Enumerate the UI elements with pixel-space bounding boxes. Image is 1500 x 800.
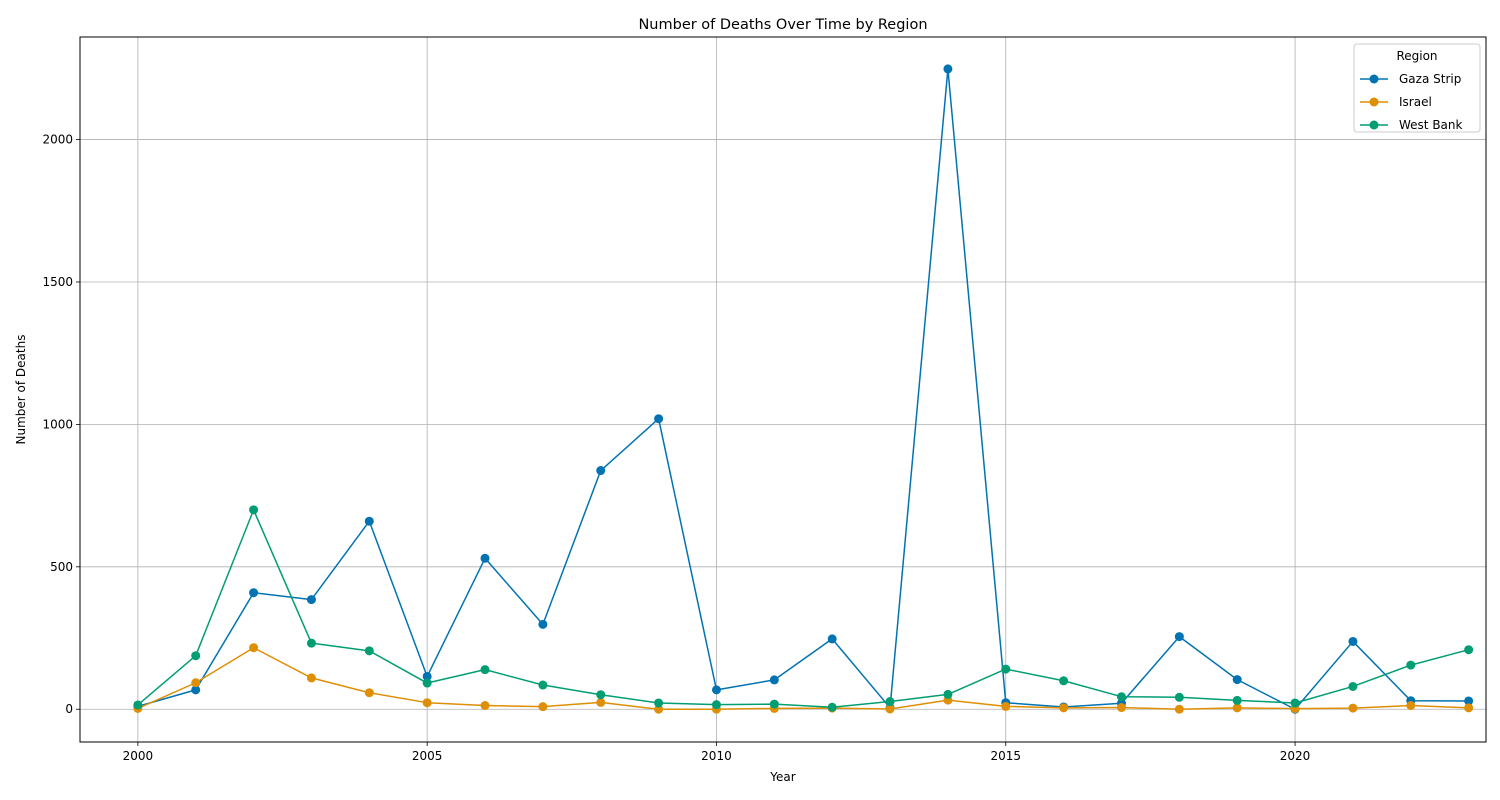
data-point-gaza-strip	[711, 685, 721, 695]
series-line-gaza-strip	[137, 68, 1469, 710]
data-point-west-bank	[1001, 664, 1011, 674]
data-point-israel	[1348, 703, 1358, 713]
data-point-gaza-strip	[827, 634, 837, 644]
data-point-west-bank	[538, 680, 548, 690]
data-point-west-bank	[1464, 645, 1474, 655]
y-tick-label: 1500	[42, 275, 73, 289]
legend-marker-west-bank	[1369, 120, 1379, 130]
data-point-west-bank	[1290, 698, 1300, 708]
data-point-gaza-strip	[769, 675, 779, 685]
series-layer	[133, 64, 1474, 714]
data-point-israel	[1059, 703, 1069, 713]
data-point-gaza-strip	[191, 685, 201, 695]
data-point-gaza-strip	[654, 414, 664, 424]
data-point-west-bank	[769, 699, 779, 709]
data-point-west-bank	[1116, 692, 1126, 702]
data-point-gaza-strip	[249, 588, 259, 598]
x-axis-title: Year	[769, 770, 795, 784]
data-point-israel	[1232, 703, 1242, 713]
series-line-west-bank	[137, 509, 1469, 708]
legend-label-israel: Israel	[1399, 95, 1432, 109]
data-point-west-bank	[943, 689, 953, 699]
axis-ticks: 2000 2005 2010 2015 2020 0 500 1000 1500 2000	[42, 133, 1310, 763]
y-tick-label: 2000	[42, 133, 73, 147]
data-point-israel	[249, 643, 259, 653]
data-point-gaza-strip	[1232, 675, 1242, 685]
x-tick-label: 2010	[701, 749, 732, 763]
data-point-israel	[596, 697, 606, 707]
data-point-gaza-strip	[1174, 632, 1184, 642]
data-point-israel	[885, 704, 895, 714]
data-point-gaza-strip	[306, 595, 316, 605]
plot-frame	[79, 36, 1487, 743]
data-point-gaza-strip	[943, 64, 953, 74]
y-tick-label: 1000	[42, 417, 73, 431]
data-point-israel	[1464, 703, 1474, 713]
data-point-israel	[654, 704, 664, 714]
data-point-gaza-strip	[538, 619, 548, 629]
data-point-west-bank	[596, 690, 606, 700]
x-tick-label: 2000	[123, 749, 154, 763]
data-point-gaza-strip	[364, 516, 374, 526]
data-point-gaza-strip	[480, 553, 490, 563]
series-israel	[133, 643, 1474, 714]
legend: Region Gaza Strip Israel West Bank	[1353, 43, 1481, 133]
grid-lines	[80, 37, 1486, 742]
data-point-west-bank	[1348, 681, 1358, 691]
legend-box	[1353, 43, 1481, 133]
data-point-west-bank	[1174, 692, 1184, 702]
data-point-gaza-strip	[1348, 636, 1358, 646]
data-point-israel	[538, 702, 548, 712]
legend-entries: Gaza Strip Israel West Bank	[1360, 72, 1463, 132]
data-point-west-bank	[1406, 660, 1416, 670]
data-point-israel	[480, 701, 490, 711]
legend-title: Region	[1396, 49, 1437, 63]
data-point-west-bank	[654, 698, 664, 708]
series-line-israel	[137, 646, 1469, 710]
data-point-israel	[1174, 704, 1184, 714]
legend-label-west-bank: West Bank	[1399, 118, 1463, 132]
data-point-gaza-strip	[596, 466, 606, 476]
x-tick-label: 2020	[1280, 749, 1311, 763]
data-point-west-bank	[885, 697, 895, 707]
data-point-israel	[191, 678, 201, 688]
data-point-gaza-strip	[1464, 696, 1474, 706]
legend-marker-gaza-strip	[1369, 74, 1379, 84]
data-point-israel	[1116, 703, 1126, 713]
x-tick-label: 2015	[990, 749, 1021, 763]
data-point-west-bank	[249, 505, 259, 515]
data-point-west-bank	[306, 638, 316, 648]
x-tick-label: 2005	[412, 749, 443, 763]
chart-title: Number of Deaths Over Time by Region	[638, 17, 927, 33]
data-point-israel	[306, 673, 316, 683]
data-point-gaza-strip	[422, 671, 432, 681]
y-tick-label: 500	[50, 560, 73, 574]
data-point-west-bank	[191, 651, 201, 661]
series-west-bank	[133, 505, 1474, 712]
data-point-west-bank	[480, 665, 490, 675]
data-point-west-bank	[711, 700, 721, 710]
data-point-israel	[1406, 701, 1416, 711]
y-tick-label: 0	[65, 702, 73, 716]
data-point-west-bank	[422, 678, 432, 688]
legend-label-gaza-strip: Gaza Strip	[1399, 72, 1461, 86]
data-point-israel	[1001, 701, 1011, 711]
data-point-west-bank	[827, 702, 837, 712]
data-point-israel	[422, 698, 432, 708]
data-point-israel	[364, 688, 374, 698]
data-point-west-bank	[1059, 676, 1069, 686]
legend-marker-israel	[1369, 97, 1379, 107]
data-point-west-bank	[1232, 695, 1242, 705]
data-point-west-bank	[133, 700, 143, 710]
data-point-west-bank	[364, 646, 374, 656]
y-axis-title: Number of Deaths	[14, 335, 28, 445]
